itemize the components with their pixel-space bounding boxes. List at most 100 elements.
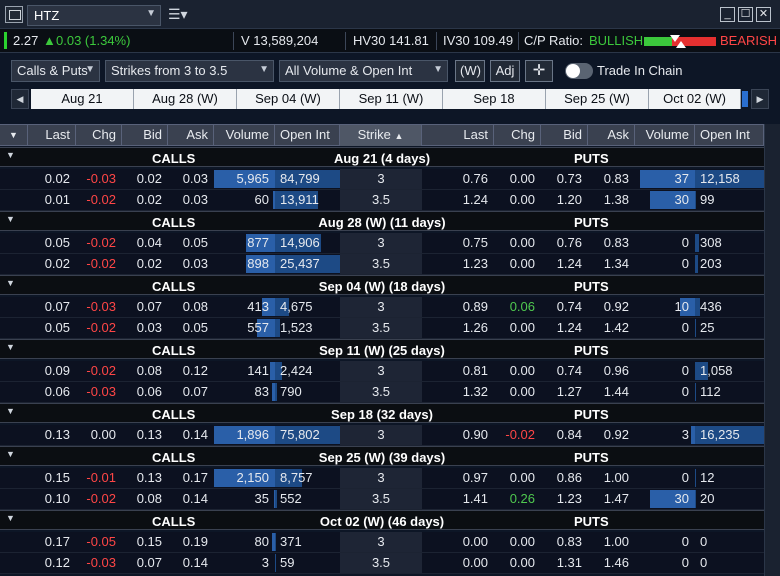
option-row[interactable]: 0.17 -0.05 0.15 0.19 80 371 3 0.00 0.00 0.83 1.00 0… xyxy=(0,532,764,553)
col-put-open-int[interactable]: Open Int xyxy=(695,125,764,146)
exp-tab[interactable]: Sep 11 (W) xyxy=(340,89,443,109)
option-row[interactable]: 0.06 -0.03 0.06 0.07 83 790 3.5 1.32 0.00 1.27 1.4… xyxy=(0,382,764,403)
layout-icon[interactable]: ✛ xyxy=(525,60,553,82)
option-row[interactable]: 0.10 -0.02 0.08 0.14 35 552 3.5 1.41 0.26 1.23 1.4… xyxy=(0,489,764,510)
col-put-bid[interactable]: Bid xyxy=(541,125,588,146)
collapse-icon[interactable]: ▼ xyxy=(6,278,15,288)
collapse-icon[interactable]: ▼ xyxy=(6,513,15,523)
col-put-volume[interactable]: Volume xyxy=(635,125,695,146)
put-open-int: 0 xyxy=(700,555,708,570)
exp-tab[interactable]: Aug 28 (W) xyxy=(134,89,237,109)
collapse-all-icon[interactable]: ▼ xyxy=(0,125,28,146)
exp-tab[interactable]: Aug 21 xyxy=(31,89,134,109)
trade-in-chain-toggle[interactable] xyxy=(565,63,593,79)
strike-price: 3 xyxy=(340,233,422,253)
close-button[interactable]: ✕ xyxy=(756,7,771,22)
exp-tab[interactable]: Oct 02 (W) xyxy=(649,89,741,109)
call-oi-bar xyxy=(275,533,277,551)
expiry-section-header[interactable]: ▼ Sep 04 (W) (18 days) CALLS PUTS xyxy=(0,275,764,295)
option-row[interactable]: 0.02 -0.02 0.02 0.03 898 25,437 3.5 1.23 0.00 1.2… xyxy=(0,254,764,275)
option-type-dropdown[interactable]: Calls & Puts ▼ xyxy=(11,60,100,82)
call-volume: 413 xyxy=(247,299,269,314)
collapse-icon[interactable]: ▼ xyxy=(6,150,15,160)
put-volume: 3 xyxy=(681,427,689,442)
exp-tab[interactable]: Sep 18 xyxy=(443,89,546,109)
put-open-int: 12,158 xyxy=(700,171,740,186)
col-bid[interactable]: Bid xyxy=(122,125,168,146)
strike-price: 3.5 xyxy=(340,318,422,338)
option-row[interactable]: 0.01 -0.02 0.02 0.03 60 13,911 3.5 1.24 0.00 1.20… xyxy=(0,190,764,211)
put-last: 0.90 xyxy=(462,427,488,442)
option-row[interactable]: 0.02 -0.03 0.02 0.03 5,965 84,799 3 0.76 0.00 0.7… xyxy=(0,169,764,190)
calls-label: CALLS xyxy=(152,343,196,358)
calls-label: CALLS xyxy=(152,407,196,422)
expiry-label: Aug 21 (4 days) xyxy=(333,151,431,166)
put-bid: 0.86 xyxy=(556,470,582,485)
put-ask: 1.46 xyxy=(603,555,629,570)
collapse-icon[interactable]: ▼ xyxy=(6,449,15,459)
collapse-icon[interactable]: ▼ xyxy=(6,406,15,416)
puts-label: PUTS xyxy=(574,514,609,529)
put-open-int: 0 xyxy=(700,534,708,549)
option-row[interactable]: 0.09 -0.02 0.08 0.12 141 2,424 3 0.81 0.00 0.74 0.… xyxy=(0,361,764,382)
adjusted-button[interactable]: Adj xyxy=(490,60,520,82)
col-strike-label: Strike xyxy=(357,127,391,142)
call-volume-bar xyxy=(273,191,275,209)
put-open-int: 1,058 xyxy=(700,363,733,378)
option-row[interactable]: 0.05 -0.02 0.03 0.05 557 1,523 3.5 1.26 0.00 1.24… xyxy=(0,318,764,339)
call-oi-bar xyxy=(275,319,280,337)
expiry-section-header[interactable]: ▼ Sep 25 (W) (39 days) CALLS PUTS xyxy=(0,446,764,466)
exp-tab[interactable]: Sep 25 (W) xyxy=(546,89,649,109)
put-open-int: 436 xyxy=(700,299,722,314)
call-open-int: 84,799 xyxy=(280,171,320,186)
maximize-button[interactable]: ☐ xyxy=(738,7,753,22)
col-volume[interactable]: Volume xyxy=(214,125,275,146)
expiry-section-header[interactable]: ▼ Sep 11 (W) (25 days) CALLS PUTS xyxy=(0,339,764,359)
put-last: 0.00 xyxy=(462,534,488,549)
expiry-label: Aug 28 (W) (11 days) xyxy=(318,215,446,230)
put-ask: 1.47 xyxy=(603,491,629,506)
put-ask: 0.83 xyxy=(603,235,629,250)
col-last[interactable]: Last xyxy=(28,125,76,146)
option-row[interactable]: 0.15 -0.01 0.13 0.17 2,150 8,757 3 0.97 0.00 0.86… xyxy=(0,468,764,489)
scroll-right-icon[interactable]: ▶ xyxy=(751,89,769,109)
col-strike[interactable]: Strike ▲ xyxy=(340,125,422,146)
collapse-icon[interactable]: ▼ xyxy=(6,214,15,224)
put-chg: 0.00 xyxy=(509,235,535,250)
call-volume: 557 xyxy=(247,320,269,335)
quote-bar: 2.27 ▲ 0.03 (1.34%) V 13,589,204 HV30 14… xyxy=(0,29,780,53)
exp-tab[interactable]: Sep 04 (W) xyxy=(237,89,340,109)
expiry-label: Sep 25 (W) (39 days) xyxy=(318,450,446,465)
symbol-input[interactable]: HTZ ▼ xyxy=(27,5,161,26)
col-ask[interactable]: Ask xyxy=(168,125,214,146)
put-bid: 1.20 xyxy=(556,192,582,207)
vertical-scrollbar[interactable] xyxy=(764,124,780,576)
col-put-chg[interactable]: Chg xyxy=(494,125,541,146)
minimize-button[interactable]: _ xyxy=(720,7,735,22)
option-row[interactable]: 0.13 0.00 0.13 0.14 1,896 75,802 3 0.90 -0.02 0.8… xyxy=(0,425,764,446)
expiry-section-header[interactable]: ▼ Oct 02 (W) (46 days) CALLS PUTS xyxy=(0,510,764,530)
volume-filter-dropdown[interactable]: All Volume & Open Int ▼ xyxy=(279,60,448,82)
expiry-section-header[interactable]: ▼ Aug 21 (4 days) CALLS PUTS xyxy=(0,147,764,167)
scroll-left-icon[interactable]: ◀ xyxy=(11,89,29,109)
option-row[interactable]: 0.07 -0.03 0.07 0.08 413 4,675 3 0.89 0.06 0.74 0.… xyxy=(0,297,764,318)
weekly-button[interactable]: (W) xyxy=(455,60,485,82)
calls-label: CALLS xyxy=(152,279,196,294)
col-put-last[interactable]: Last xyxy=(422,125,494,146)
col-chg[interactable]: Chg xyxy=(76,125,122,146)
col-put-ask[interactable]: Ask xyxy=(588,125,635,146)
strike-range-value: Strikes from 3 to 3.5 xyxy=(111,63,228,78)
option-row[interactable]: 0.12 -0.03 0.07 0.14 3 59 3.5 0.00 0.00 1.31 1.46 0… xyxy=(0,553,764,574)
call-bid: 0.08 xyxy=(136,363,162,378)
option-row[interactable]: 0.05 -0.02 0.04 0.05 877 14,906 3 0.75 0.00 0.76 0… xyxy=(0,233,764,254)
strike-range-dropdown[interactable]: Strikes from 3 to 3.5 ▼ xyxy=(105,60,274,82)
chain-app-icon[interactable] xyxy=(5,6,23,23)
call-oi-bar xyxy=(275,362,283,380)
collapse-icon[interactable]: ▼ xyxy=(6,342,15,352)
expiry-section-header[interactable]: ▼ Aug 28 (W) (11 days) CALLS PUTS xyxy=(0,211,764,231)
expiry-section-header[interactable]: ▼ Sep 18 (32 days) CALLS PUTS xyxy=(0,403,764,423)
menu-icon[interactable]: ☰▾ xyxy=(168,6,188,22)
put-ask: 1.00 xyxy=(603,470,629,485)
expiry-label: Sep 04 (W) (18 days) xyxy=(318,279,446,294)
col-open-int[interactable]: Open Int xyxy=(275,125,340,146)
